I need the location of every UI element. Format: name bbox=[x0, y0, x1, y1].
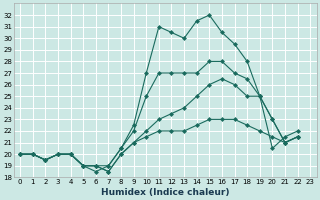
X-axis label: Humidex (Indice chaleur): Humidex (Indice chaleur) bbox=[101, 188, 229, 197]
